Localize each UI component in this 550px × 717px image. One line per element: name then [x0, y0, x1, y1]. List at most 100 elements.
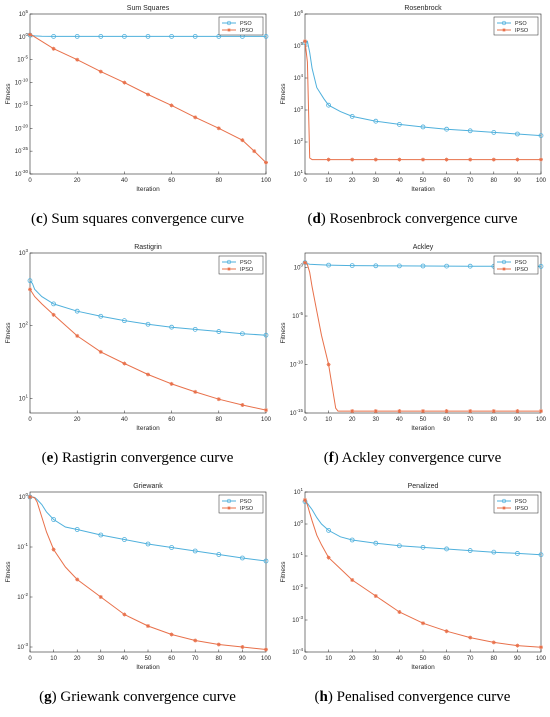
data-point-pso [145, 541, 151, 547]
x-tick-label: 0 [303, 417, 307, 423]
panel-rastigrin: Rastigrin 0 20 40 60 80 100 Iteration 103 102 101 F… [0, 239, 275, 478]
data-point-pso [467, 128, 473, 134]
data-point-ipso [122, 361, 127, 366]
y-axis-label: Fitness [5, 561, 12, 583]
x-tick-label: 0 [28, 656, 32, 662]
y-axis-label: Fitness [280, 561, 287, 583]
x-tick-label: 40 [396, 178, 403, 184]
data-point-pso [444, 126, 450, 132]
data-point-ipso [240, 138, 245, 143]
y-tick-label: 10-4 [292, 647, 303, 656]
data-point-ipso [421, 157, 425, 162]
data-point-pso [538, 263, 544, 269]
data-point-ipso [264, 647, 268, 652]
x-tick-label: 0 [28, 178, 32, 184]
chart-griewank: Griewank 0 10 20 30 40 50 60 70 80 90 100 Iteration 1… [5, 483, 272, 671]
data-point-pso [397, 122, 402, 127]
legend-marker-circle [226, 259, 232, 265]
data-point-ipso [252, 149, 257, 154]
data-point-pso [397, 543, 402, 549]
data-point-ipso [240, 403, 245, 407]
y-tick-label: 100 [294, 519, 304, 528]
data-point-pso [420, 544, 426, 550]
caption-letter: h [319, 689, 328, 705]
legend-marker-circle [226, 498, 232, 504]
data-point-ipso [326, 362, 331, 367]
data-point-pso [263, 34, 269, 39]
data-point-pso [373, 118, 379, 124]
data-point-pso [98, 532, 104, 538]
data-point-ipso [146, 624, 150, 628]
caption-text: Ackley convergence curve [341, 450, 502, 466]
legend-label: PSO [515, 260, 527, 266]
panel-griewank: Griewank 0 10 20 30 40 50 60 70 80 90 100 Iteration 1… [0, 478, 275, 717]
chart-title: Ackley [413, 244, 434, 251]
data-point-ipso [326, 157, 331, 162]
y-tick-label: 10-25 [15, 146, 29, 155]
series-line-pso [304, 501, 542, 556]
x-axis-label: Iteration [411, 425, 435, 432]
x-tick-label: 60 [443, 178, 450, 184]
x-tick-label: 100 [261, 178, 272, 184]
data-point-ipso [28, 495, 32, 499]
x-tick-label: 80 [490, 656, 497, 662]
caption-rastigrin: (e) Rastigrin convergence curve [41, 450, 234, 466]
caption-letter: c [36, 211, 43, 227]
data-point-pso [192, 326, 198, 332]
x-tick-label: 50 [420, 178, 427, 184]
x-tick-label: 10 [325, 417, 332, 423]
plot-area [304, 491, 542, 653]
data-point-ipso [264, 160, 268, 165]
legend-label: PSO [240, 21, 252, 27]
caption-letter: e [46, 450, 54, 466]
data-point-pso [538, 552, 544, 558]
data-point-ipso [75, 333, 80, 338]
data-point-pso [420, 124, 426, 130]
x-tick-label: 100 [261, 417, 272, 423]
data-point-pso [326, 102, 331, 108]
caption-text: Griewank convergence curve [60, 689, 236, 705]
caption-sum-squares: (c) Sum squares convergence curve [31, 211, 244, 227]
data-point-ipso [146, 372, 150, 377]
x-axis-label: Iteration [136, 425, 160, 432]
data-point-ipso [515, 643, 520, 648]
data-point-ipso [515, 157, 520, 162]
legend-marker-circle [226, 20, 232, 26]
x-tick-label: 20 [74, 656, 81, 662]
y-tick-label: 102 [294, 137, 304, 146]
x-tick-label: 70 [467, 656, 474, 662]
caption-ackley: (f) Ackley convergence curve [323, 450, 502, 466]
data-point-ipso [146, 92, 150, 97]
data-point-pso [349, 114, 355, 119]
data-point-pso [169, 34, 175, 39]
caption-text: Rosenbrock convergence curve [329, 211, 518, 227]
y-tick-label: 106 [294, 9, 304, 18]
data-point-pso [74, 308, 80, 314]
chart-title: Sum Squares [127, 5, 170, 12]
data-point-ipso [421, 621, 425, 626]
chart-rosenbrock: Rosenbrock 0 10 20 30 40 50 60 70 80 90 100 Iteratio… [280, 5, 547, 193]
x-tick-label: 80 [490, 417, 497, 423]
data-point-ipso [444, 409, 449, 414]
series-line-ipso [304, 41, 541, 161]
legend-label: IPSO [515, 506, 529, 512]
legend-marker-star [502, 506, 506, 510]
data-point-ipso [51, 312, 56, 317]
data-point-pso [51, 34, 56, 39]
chart-title: Griewank [133, 483, 163, 490]
data-point-ipso [350, 409, 355, 414]
data-point-ipso [326, 555, 331, 560]
y-tick-label: 103 [294, 105, 304, 114]
x-tick-label: 40 [396, 656, 403, 662]
legend-marker-circle [501, 20, 507, 26]
data-point-ipso [373, 594, 378, 598]
data-point-pso [263, 332, 269, 338]
x-axis-label: Iteration [136, 664, 160, 671]
x-tick-label: 90 [514, 417, 521, 423]
x-tick-label: 40 [121, 417, 128, 423]
data-point-pso [216, 552, 222, 557]
data-point-ipso [216, 642, 221, 647]
caption-text: Rastigrin convergence curve [62, 450, 234, 466]
data-point-ipso [468, 409, 473, 414]
data-point-pso [514, 551, 520, 556]
